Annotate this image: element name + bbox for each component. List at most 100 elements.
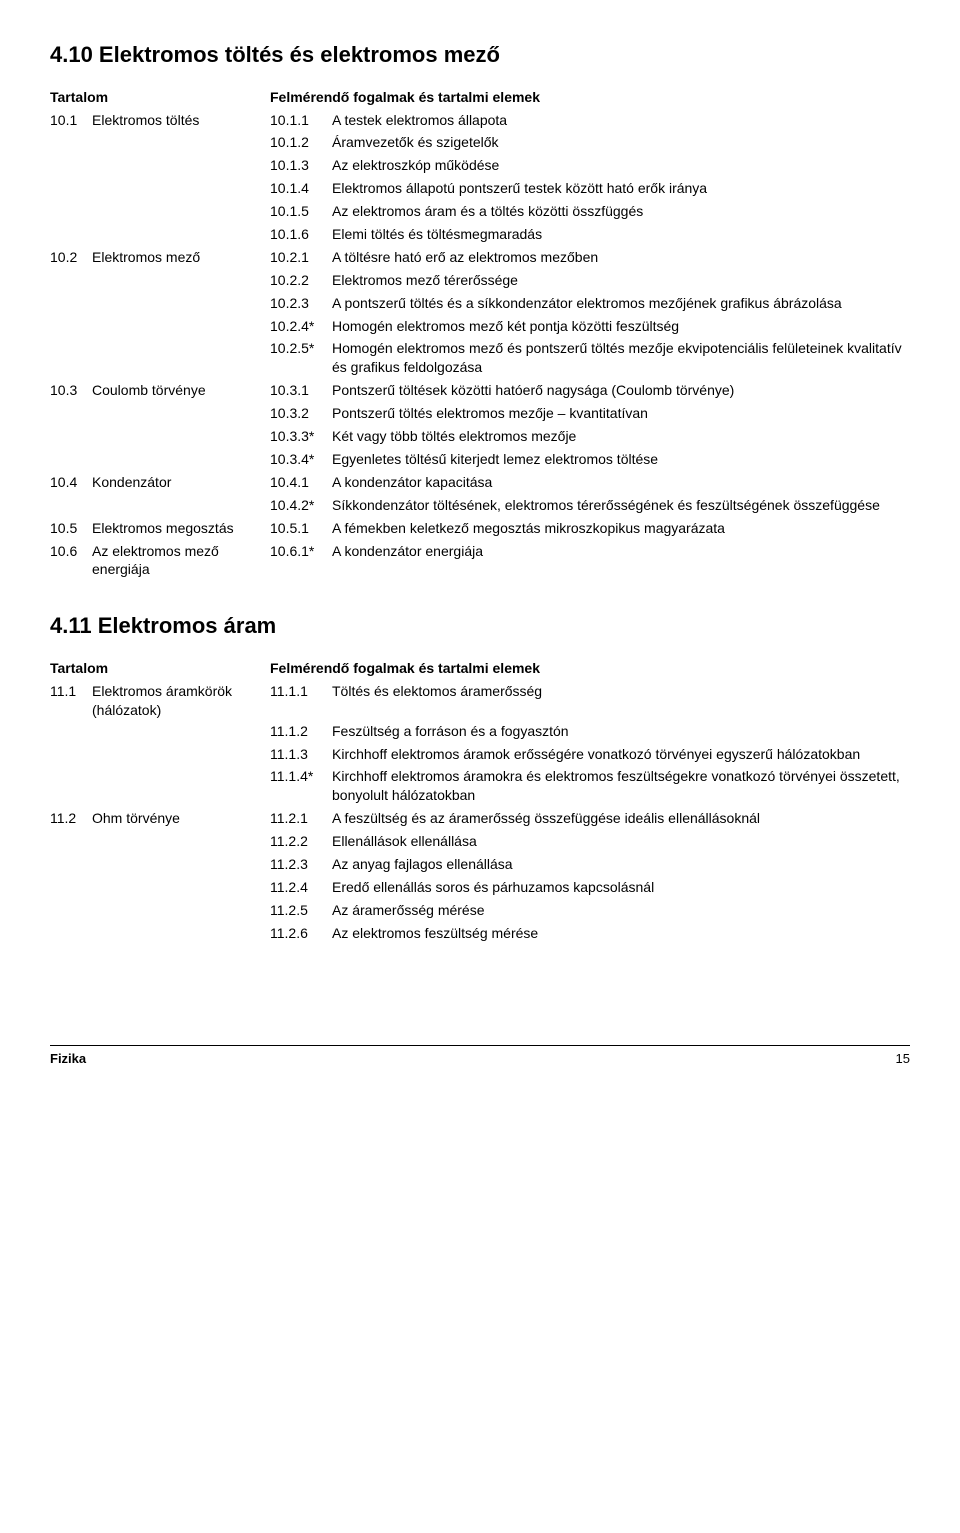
- item-text: A kondenzátor energiája: [332, 542, 910, 561]
- topic-right: 10.5.1A fémekben keletkező megosztás mik…: [270, 519, 910, 540]
- topic-number: 10.6: [50, 542, 92, 580]
- topic-right: 11.1.2Feszültség a forráson és a fogyasz…: [270, 722, 910, 743]
- item-row: 10.2.5*Homogén elektromos mező és pontsz…: [270, 339, 910, 377]
- item-number: 10.3.1: [270, 381, 332, 400]
- header-tartalom: Tartalom: [50, 659, 270, 678]
- topic-left: 10.5Elektromos megosztás: [50, 519, 270, 538]
- topic-left: 10.2Elektromos mező: [50, 248, 270, 267]
- topic-number: 10.4: [50, 473, 92, 492]
- item-row: 11.1.3Kirchhoff elektromos áramok erőssé…: [270, 745, 910, 764]
- item-text: Elektromos állapotú pontszerű testek köz…: [332, 179, 910, 198]
- item-number: 11.1.1: [270, 682, 332, 701]
- section-title-11: 4.11 Elektromos áram: [50, 611, 910, 641]
- header-felmerendo: Felmérendő fogalmak és tartalmi elemek: [270, 88, 910, 107]
- item-row: 11.2.1A feszültség és az áramerősség öss…: [270, 809, 910, 828]
- item-row: 10.1.1A testek elektromos állapota: [270, 111, 910, 130]
- topic-row: 11.2.2Ellenállások ellenállása: [50, 832, 910, 853]
- item-text: Az elektromos áram és a töltés közötti ö…: [332, 202, 910, 221]
- item-number: 11.2.6: [270, 924, 332, 943]
- item-text: Ellenállások ellenállása: [332, 832, 910, 851]
- item-number: 10.1.1: [270, 111, 332, 130]
- item-row: 11.1.2Feszültség a forráson és a fogyasz…: [270, 722, 910, 741]
- item-text: Elemi töltés és töltésmegmaradás: [332, 225, 910, 244]
- item-number: 10.6.1*: [270, 542, 332, 561]
- topic-label: Elektromos áramkörök (hálózatok): [92, 682, 270, 720]
- item-text: Az áramerősség mérése: [332, 901, 910, 920]
- item-row: 10.2.3A pontszerű töltés és a síkkondenz…: [270, 294, 910, 313]
- topic-right: 11.2.4Eredő ellenállás soros és párhuzam…: [270, 878, 910, 899]
- topic-left: 11.2Ohm törvénye: [50, 809, 270, 828]
- topic-right: 10.1.5Az elektromos áram és a töltés köz…: [270, 202, 910, 223]
- item-row: 11.2.2Ellenállások ellenállása: [270, 832, 910, 851]
- footer-subject: Fizika: [50, 1050, 86, 1068]
- item-row: 11.2.5Az áramerősség mérése: [270, 901, 910, 920]
- topic-number: 10.5: [50, 519, 92, 538]
- topic-row: 11.2.5Az áramerősség mérése: [50, 901, 910, 922]
- topic-right: 10.2.5*Homogén elektromos mező és pontsz…: [270, 339, 910, 379]
- item-row: 10.4.2*Síkkondenzátor töltésének, elektr…: [270, 496, 910, 515]
- topic-label: Elektromos mező: [92, 248, 270, 267]
- topic-row: 11.1.4*Kirchhoff elektromos áramokra és …: [50, 767, 910, 807]
- topic-row: 10.4Kondenzátor10.4.1A kondenzátor kapac…: [50, 473, 910, 494]
- item-row: 10.4.1A kondenzátor kapacitása: [270, 473, 910, 492]
- item-text: Töltés és elektomos áramerősség: [332, 682, 910, 701]
- topic-row: 10.2.5*Homogén elektromos mező és pontsz…: [50, 339, 910, 379]
- item-number: 10.2.2: [270, 271, 332, 290]
- item-text: Síkkondenzátor töltésének, elektromos té…: [332, 496, 910, 515]
- topic-row: 10.1.5Az elektromos áram és a töltés köz…: [50, 202, 910, 223]
- item-row: 10.3.1Pontszerű töltések közötti hatóerő…: [270, 381, 910, 400]
- item-number: 10.3.4*: [270, 450, 332, 469]
- topic-right: 10.1.1A testek elektromos állapota: [270, 111, 910, 132]
- item-number: 10.2.4*: [270, 317, 332, 336]
- item-text: Feszültség a forráson és a fogyasztón: [332, 722, 910, 741]
- topic-row: 10.2.3A pontszerű töltés és a síkkondenz…: [50, 294, 910, 315]
- topic-right: 10.2.1A töltésre ható erő az elektromos …: [270, 248, 910, 269]
- topic-row: 11.2.3Az anyag fajlagos ellenállása: [50, 855, 910, 876]
- topic-right: 11.2.2Ellenállások ellenállása: [270, 832, 910, 853]
- item-text: A töltésre ható erő az elektromos mezőbe…: [332, 248, 910, 267]
- item-number: 10.4.2*: [270, 496, 332, 515]
- topic-row: 10.4.2*Síkkondenzátor töltésének, elektr…: [50, 496, 910, 517]
- topic-label: Kondenzátor: [92, 473, 270, 492]
- item-number: 10.5.1: [270, 519, 332, 538]
- table-header-10: Tartalom Felmérendő fogalmak és tartalmi…: [50, 88, 910, 107]
- item-row: 10.2.2Elektromos mező térerőssége: [270, 271, 910, 290]
- item-row: 10.3.4*Egyenletes töltésű kiterjedt leme…: [270, 450, 910, 469]
- item-number: 11.1.3: [270, 745, 332, 764]
- topic-row: 11.1.2Feszültség a forráson és a fogyasz…: [50, 722, 910, 743]
- item-text: A kondenzátor kapacitása: [332, 473, 910, 492]
- topic-row: 10.1.6Elemi töltés és töltésmegmaradás: [50, 225, 910, 246]
- item-row: 10.3.3*Két vagy több töltés elektromos m…: [270, 427, 910, 446]
- topic-row: 11.1.3Kirchhoff elektromos áramok erőssé…: [50, 745, 910, 766]
- topic-number: 11.1: [50, 682, 92, 720]
- item-number: 10.1.4: [270, 179, 332, 198]
- item-text: Elektromos mező térerőssége: [332, 271, 910, 290]
- topic-left: 10.6Az elektromos mező energiája: [50, 542, 270, 580]
- topic-row: 10.3.4*Egyenletes töltésű kiterjedt leme…: [50, 450, 910, 471]
- item-text: Pontszerű töltések közötti hatóerő nagys…: [332, 381, 910, 400]
- topic-row: 10.3.3*Két vagy több töltés elektromos m…: [50, 427, 910, 448]
- header-tartalom: Tartalom: [50, 88, 270, 107]
- topic-right: 10.3.2Pontszerű töltés elektromos mezője…: [270, 404, 910, 425]
- topic-number: 11.2: [50, 809, 92, 828]
- item-number: 11.2.5: [270, 901, 332, 920]
- topic-right: 11.2.6Az elektromos feszültség mérése: [270, 924, 910, 945]
- item-text: Homogén elektromos mező és pontszerű töl…: [332, 339, 910, 377]
- item-row: 11.2.6Az elektromos feszültség mérése: [270, 924, 910, 943]
- item-text: A feszültség és az áramerősség összefügg…: [332, 809, 910, 828]
- topic-label: Ohm törvénye: [92, 809, 270, 828]
- item-number: 11.2.3: [270, 855, 332, 874]
- topic-left: 11.1Elektromos áramkörök (hálózatok): [50, 682, 270, 720]
- topic-label: Elektromos megosztás: [92, 519, 270, 538]
- item-number: 11.2.2: [270, 832, 332, 851]
- topic-row: 10.3Coulomb törvénye10.3.1Pontszerű tölt…: [50, 381, 910, 402]
- item-text: Eredő ellenállás soros és párhuzamos kap…: [332, 878, 910, 897]
- topic-left: 10.1Elektromos töltés: [50, 111, 270, 130]
- item-number: 10.3.2: [270, 404, 332, 423]
- topic-row: 10.2.4*Homogén elektromos mező két pontj…: [50, 317, 910, 338]
- item-row: 10.3.2Pontszerű töltés elektromos mezője…: [270, 404, 910, 423]
- topic-row: 11.1Elektromos áramkörök (hálózatok)11.1…: [50, 682, 910, 720]
- section-title-10: 4.10 Elektromos töltés és elektromos mez…: [50, 40, 910, 70]
- item-number: 10.1.5: [270, 202, 332, 221]
- item-row: 10.2.1A töltésre ható erő az elektromos …: [270, 248, 910, 267]
